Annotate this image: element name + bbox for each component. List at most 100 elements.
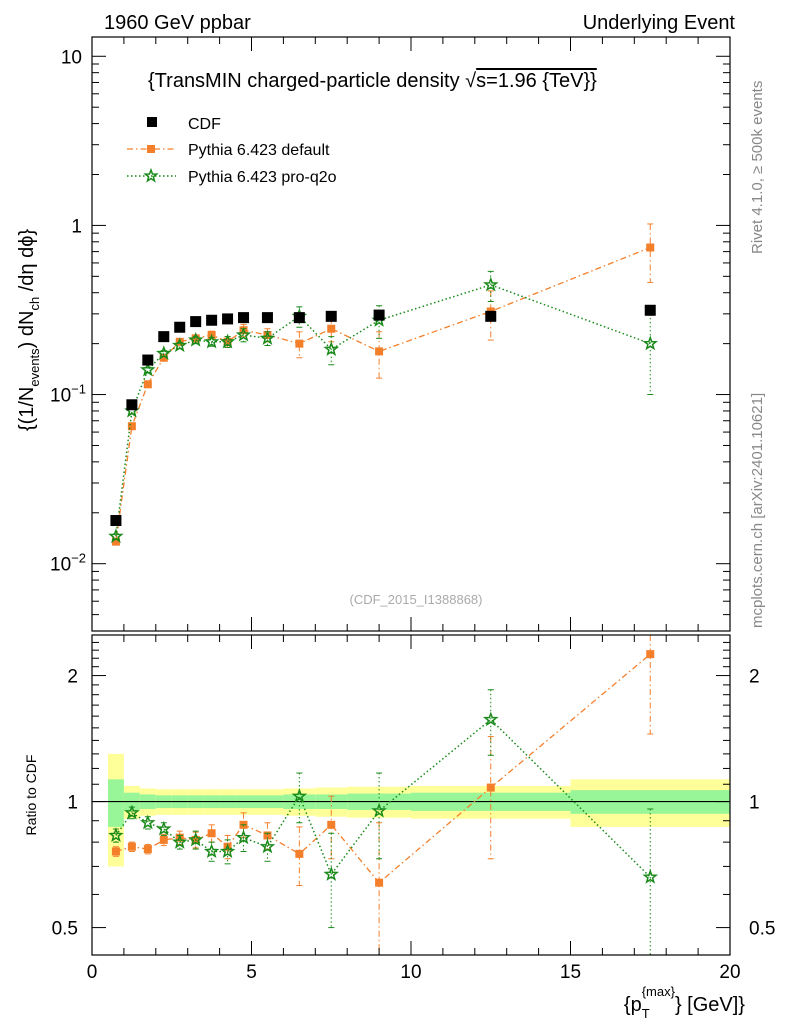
cdf-point bbox=[293, 312, 305, 324]
pythia-proq2o-point bbox=[140, 361, 156, 377]
cdf-point bbox=[158, 331, 170, 343]
ratio-pythia-default-point bbox=[327, 820, 336, 829]
legend-label-pythia-proq2o: Pythia 6.423 pro-q2o bbox=[188, 169, 337, 186]
pythia-proq2o-point bbox=[235, 326, 252, 342]
ratio-pythia-default-point bbox=[111, 847, 120, 856]
cdf-point bbox=[190, 316, 202, 328]
legend: CDF Pythia 6.423 default Pythia 6.423 pr… bbox=[127, 116, 337, 186]
ratio-pythia-proq2o-point bbox=[108, 827, 124, 843]
legend-label-cdf: CDF bbox=[188, 116, 221, 133]
x-tick-label: 15 bbox=[560, 962, 581, 983]
ratio-pythia-proq2o-point bbox=[235, 829, 252, 845]
ratio-pythia-default-point bbox=[295, 849, 304, 858]
ratio-pythia-proq2o-point bbox=[259, 838, 276, 854]
rivet-label: Rivet 4.1.0, ≥ 500k events bbox=[749, 81, 766, 254]
pythia-proq2o-point bbox=[108, 528, 124, 544]
pythia-default-point bbox=[295, 339, 304, 348]
pythia-default-point bbox=[111, 537, 120, 546]
ratio-pythia-proq2o-point bbox=[323, 866, 340, 881]
ratio-marks bbox=[92, 634, 730, 956]
cdf-point bbox=[373, 309, 385, 321]
y-tick-label: 10−1 bbox=[50, 382, 86, 407]
main-marks bbox=[108, 223, 659, 546]
ratio-y-tick-label: 0.5 bbox=[52, 919, 78, 940]
ratio-pythia-proq2o-point bbox=[219, 843, 236, 859]
ratio-pythia-proq2o-point bbox=[171, 833, 188, 849]
ratio-y-tick-label: 1 bbox=[67, 793, 78, 814]
ratio-y-tick-label-right: 1 bbox=[749, 793, 760, 814]
cdf-point bbox=[110, 515, 122, 527]
mcplots-label: mcplots.cern.ch [arXiv:2401.10621] bbox=[749, 393, 766, 628]
header-right: Underlying Event bbox=[583, 12, 736, 34]
ratio-pythia-default-point bbox=[143, 845, 152, 854]
ratio-pythia-proq2o-point bbox=[482, 711, 499, 727]
x-tick-label: 0 bbox=[87, 962, 98, 983]
ratio-pythia-proq2o-point bbox=[124, 804, 140, 820]
ratio-pythia-default-point bbox=[207, 829, 216, 838]
pythia-default-point bbox=[159, 353, 168, 362]
chart-title: {TransMIN charged-particle density √s=1.… bbox=[148, 70, 597, 92]
pythia-default-point bbox=[646, 243, 655, 252]
ratio-y-label: Ratio to CDF bbox=[23, 755, 39, 836]
cdf-point bbox=[126, 399, 138, 411]
pythia-proq2o-point bbox=[219, 333, 236, 349]
pythia-default-point bbox=[191, 334, 200, 343]
legend-entry-pythia-proq2o: Pythia 6.423 pro-q2o bbox=[127, 167, 337, 186]
ratio-pythia-proq2o-line bbox=[115, 718, 651, 878]
x-tick-label: 20 bbox=[719, 962, 740, 983]
ratio-pythia-proq2o-point bbox=[188, 831, 204, 847]
cdf-point bbox=[261, 312, 273, 324]
cdf-point bbox=[485, 310, 497, 322]
y-tick-label: 1 bbox=[71, 216, 82, 237]
pythia-proq2o-point bbox=[482, 276, 499, 292]
pythia-proq2o-point bbox=[171, 337, 188, 353]
ratio-pythia-proq2o-point bbox=[140, 814, 156, 830]
pythia-proq2o-point bbox=[203, 333, 220, 349]
pythia-default-point bbox=[175, 337, 184, 346]
ratio-panel: 0.5 0.51 12 20 5 10 15 20 Ratio to CDF {pT{max}… bbox=[23, 634, 775, 1021]
ratio-y-tick-label-right: 2 bbox=[749, 667, 760, 688]
ratio-band-inner bbox=[107, 779, 124, 827]
pythia-default-point bbox=[327, 324, 336, 333]
pythia-proq2o-point bbox=[323, 341, 340, 356]
legend-label-pythia-default: Pythia 6.423 default bbox=[188, 142, 330, 159]
ratio-pythia-proq2o-point bbox=[203, 843, 220, 859]
pythia-default-point bbox=[143, 380, 152, 389]
ratio-pythia-default-point bbox=[486, 783, 495, 792]
main-ticks: 10−2 10−1 1 10 bbox=[50, 37, 731, 632]
pythia-proq2o-point bbox=[187, 332, 204, 347]
cdf-point bbox=[222, 313, 234, 325]
pythia-proq2o-point bbox=[259, 330, 276, 346]
legend-marker-pythia-proq2o bbox=[143, 167, 159, 183]
cdf-point bbox=[142, 354, 154, 366]
header-left: 1960 GeV ppbar bbox=[104, 12, 251, 34]
pythia-default-point bbox=[263, 330, 272, 339]
cdf-point bbox=[238, 312, 250, 324]
pythia-proq2o-point bbox=[642, 335, 659, 351]
cdf-point bbox=[206, 314, 218, 326]
ratio-pythia-default-point bbox=[646, 650, 655, 659]
ratio-pythia-proq2o-point bbox=[156, 820, 172, 836]
ratio-y-tick-label: 2 bbox=[67, 667, 78, 688]
legend-marker-pythia-default bbox=[147, 145, 155, 153]
x-axis-label: {pT{max}} [GeV]} bbox=[624, 984, 745, 1021]
y-tick-label: 10−2 bbox=[50, 551, 86, 576]
ratio-pythia-default-point bbox=[375, 878, 384, 887]
legend-entry-pythia-default: Pythia 6.423 default bbox=[127, 142, 330, 159]
pythia-default-point bbox=[127, 422, 136, 431]
main-panel: 10−2 10−1 1 10 {TransMIN charged-particle d… bbox=[16, 36, 731, 632]
ratio-pythia-proq2o-point bbox=[291, 787, 308, 803]
cdf-point bbox=[644, 304, 656, 316]
legend-entry-cdf: CDF bbox=[147, 116, 221, 133]
pythia-default-point bbox=[375, 347, 384, 356]
ratio-pythia-default-point bbox=[263, 831, 272, 840]
pythia-default-line bbox=[115, 246, 651, 542]
y-tick-label: 10 bbox=[61, 47, 82, 68]
analysis-watermark: (CDF_2015_I1388868) bbox=[350, 592, 483, 607]
pythia-proq2o-point bbox=[156, 345, 172, 361]
cdf-point bbox=[325, 310, 337, 322]
ratio-pythia-proq2o-point bbox=[371, 802, 387, 818]
ratio-ticks: 0.5 0.51 12 20 5 10 15 20 bbox=[52, 634, 775, 983]
y-axis-label: {(1/Nevents) dNch /dη dϕ} bbox=[16, 229, 42, 432]
